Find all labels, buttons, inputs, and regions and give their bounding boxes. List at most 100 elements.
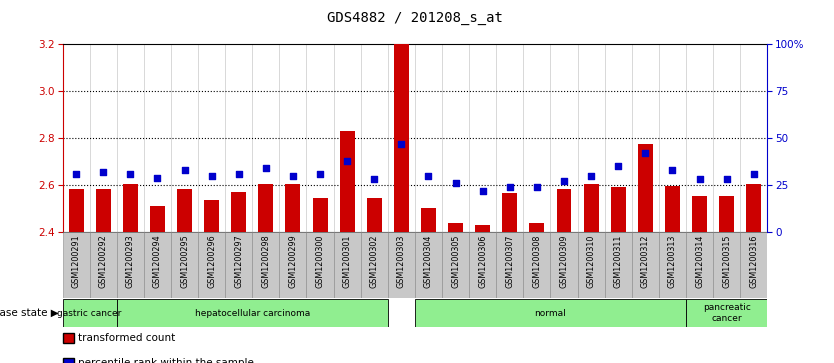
Bar bbox=[231, 192, 246, 232]
Bar bbox=[63, 232, 90, 298]
Point bbox=[720, 176, 733, 182]
Text: normal: normal bbox=[535, 309, 566, 318]
Text: GSM1200303: GSM1200303 bbox=[397, 234, 406, 287]
Text: GSM1200305: GSM1200305 bbox=[451, 234, 460, 288]
Bar bbox=[225, 232, 253, 298]
Bar bbox=[659, 232, 686, 298]
Bar bbox=[388, 232, 415, 298]
Bar bbox=[686, 299, 767, 327]
Bar bbox=[692, 196, 707, 232]
Text: GSM1200294: GSM1200294 bbox=[153, 234, 162, 288]
Text: GSM1200304: GSM1200304 bbox=[424, 234, 433, 287]
Point bbox=[232, 171, 245, 177]
Bar bbox=[123, 184, 138, 232]
Bar bbox=[150, 206, 165, 232]
Point bbox=[666, 167, 679, 173]
Point bbox=[693, 176, 706, 182]
Bar bbox=[665, 186, 680, 232]
Text: GSM1200313: GSM1200313 bbox=[668, 234, 677, 287]
Point bbox=[530, 184, 544, 190]
Bar bbox=[307, 232, 334, 298]
Bar bbox=[502, 193, 517, 232]
Point bbox=[368, 176, 381, 182]
Bar bbox=[713, 232, 741, 298]
Text: GSM1200306: GSM1200306 bbox=[478, 234, 487, 287]
Point bbox=[259, 165, 273, 171]
Text: GSM1200296: GSM1200296 bbox=[207, 234, 216, 288]
Bar bbox=[415, 232, 442, 298]
Text: transformed count: transformed count bbox=[78, 333, 175, 343]
Text: GSM1200293: GSM1200293 bbox=[126, 234, 135, 288]
Text: percentile rank within the sample: percentile rank within the sample bbox=[78, 358, 254, 363]
Text: GSM1200307: GSM1200307 bbox=[505, 234, 515, 288]
Bar bbox=[719, 196, 734, 232]
Bar bbox=[475, 225, 490, 232]
Text: GSM1200300: GSM1200300 bbox=[315, 234, 324, 287]
Bar bbox=[117, 232, 144, 298]
Bar bbox=[584, 184, 599, 232]
Bar bbox=[442, 232, 470, 298]
Bar bbox=[421, 208, 436, 232]
Bar bbox=[259, 184, 274, 232]
Point bbox=[97, 169, 110, 175]
Bar bbox=[741, 232, 767, 298]
Bar bbox=[550, 232, 578, 298]
Bar bbox=[171, 232, 198, 298]
Text: GSM1200309: GSM1200309 bbox=[560, 234, 569, 288]
Text: GSM1200292: GSM1200292 bbox=[98, 234, 108, 288]
Bar bbox=[638, 144, 653, 232]
Bar bbox=[339, 131, 354, 232]
Bar bbox=[68, 189, 83, 232]
Point bbox=[340, 158, 354, 163]
Text: GDS4882 / 201208_s_at: GDS4882 / 201208_s_at bbox=[327, 11, 503, 25]
Point bbox=[178, 167, 191, 173]
Bar bbox=[117, 299, 388, 327]
Bar bbox=[605, 232, 632, 298]
Bar bbox=[746, 184, 761, 232]
Bar bbox=[632, 232, 659, 298]
Point bbox=[151, 175, 164, 180]
Point bbox=[639, 150, 652, 156]
Bar bbox=[578, 232, 605, 298]
Text: GSM1200302: GSM1200302 bbox=[369, 234, 379, 288]
Text: GSM1200301: GSM1200301 bbox=[343, 234, 352, 287]
Text: GSM1200297: GSM1200297 bbox=[234, 234, 244, 288]
Bar bbox=[415, 299, 686, 327]
Point bbox=[205, 173, 219, 179]
Point bbox=[286, 173, 299, 179]
Bar bbox=[198, 232, 225, 298]
Point bbox=[747, 171, 761, 177]
Text: GSM1200298: GSM1200298 bbox=[261, 234, 270, 288]
Bar bbox=[177, 189, 192, 232]
Bar bbox=[279, 232, 307, 298]
Text: GSM1200310: GSM1200310 bbox=[586, 234, 595, 287]
Bar bbox=[470, 232, 496, 298]
Bar bbox=[394, 44, 409, 232]
Bar bbox=[361, 232, 388, 298]
Bar bbox=[367, 198, 382, 232]
Text: GSM1200311: GSM1200311 bbox=[614, 234, 623, 287]
Bar bbox=[313, 198, 328, 232]
Point bbox=[314, 171, 327, 177]
Bar bbox=[285, 184, 300, 232]
Text: GSM1200295: GSM1200295 bbox=[180, 234, 189, 288]
Text: GSM1200291: GSM1200291 bbox=[72, 234, 81, 288]
Text: disease state ▶: disease state ▶ bbox=[0, 308, 58, 318]
Text: GSM1200316: GSM1200316 bbox=[749, 234, 758, 287]
Bar bbox=[530, 223, 545, 232]
Bar bbox=[448, 223, 463, 232]
Bar bbox=[496, 232, 524, 298]
Text: GSM1200312: GSM1200312 bbox=[641, 234, 650, 288]
Bar bbox=[204, 200, 219, 232]
Point bbox=[123, 171, 137, 177]
Text: GSM1200308: GSM1200308 bbox=[532, 234, 541, 287]
Bar bbox=[253, 232, 279, 298]
Point bbox=[503, 184, 516, 190]
Point bbox=[422, 173, 435, 179]
Text: hepatocellular carcinoma: hepatocellular carcinoma bbox=[194, 309, 310, 318]
Point bbox=[394, 141, 408, 147]
Point bbox=[476, 188, 490, 194]
Point bbox=[69, 171, 83, 177]
Bar bbox=[90, 232, 117, 298]
Bar bbox=[610, 187, 626, 232]
